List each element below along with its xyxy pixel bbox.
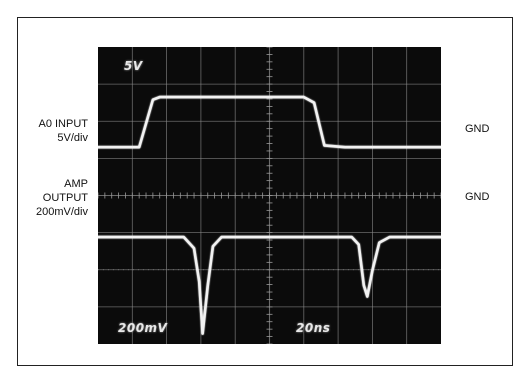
scope-traces (98, 95, 441, 335)
input-channel-scale: 5V/div (57, 132, 88, 144)
trace-a0-input (98, 95, 441, 149)
amp-channel-scale: 200mV/div (36, 206, 88, 218)
gnd-label-amp: GND (465, 191, 490, 203)
gnd-label-input: GND (465, 123, 490, 135)
oscilloscope-screen: 5V 200mV 20ns (98, 47, 441, 344)
scope-plot (98, 47, 441, 344)
scope-readout-volts: 5V (124, 59, 143, 73)
input-channel-label: A0 INPUT 5V/div (24, 117, 88, 145)
input-channel-name: A0 INPUT (38, 118, 88, 130)
amp-channel-name-line2: OUTPUT (42, 192, 88, 204)
scope-readout-amp-scale: 200mV (118, 321, 168, 335)
trace-amp-output (98, 235, 441, 335)
amp-channel-label: AMP OUTPUT 200mV/div (18, 177, 88, 219)
scope-grid (98, 47, 441, 344)
scope-readout-timebase: 20ns (296, 321, 331, 335)
amp-channel-name-line1: AMP (64, 178, 88, 190)
